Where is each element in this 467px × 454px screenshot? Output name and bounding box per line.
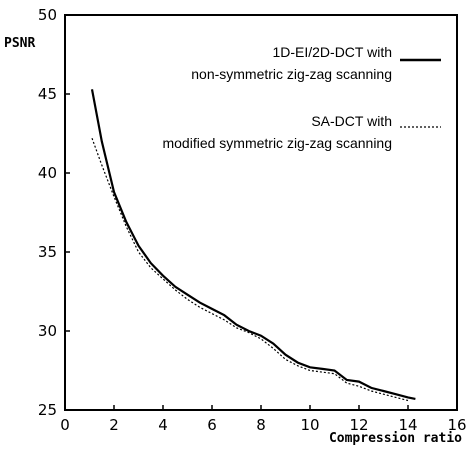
legend-label: SA-DCT with [311,113,392,129]
legend-label: non-symmetric zig-zag scanning [191,66,392,82]
legend-label: 1D-EI/2D-DCT with [272,44,392,60]
y-tick-label: 35 [38,243,57,261]
x-tick-label: 2 [109,416,119,434]
series-lines [90,89,416,402]
x-tick-label: 0 [60,416,70,434]
y-tick-label: 30 [38,322,57,340]
axis-ticks: 0 2 4 6 8 10 12 14 16 25 30 35 40 45 50 [38,6,467,434]
legend: 1D-EI/2D-DCT with non-symmetric zig-zag s… [162,44,441,151]
series-line-sa-dct [91,137,409,402]
legend-label: modified symmetric zig-zag scanning [162,135,392,151]
series-line-1d-ei [90,89,416,400]
x-axis-label: Compression ratio [329,431,462,446]
x-tick-label: 4 [158,416,168,434]
x-tick-label: 8 [256,416,266,434]
x-tick-label: 12 [349,416,368,434]
y-axis-label: PSNR [4,36,35,51]
x-tick-label: 10 [300,416,319,434]
y-tick-label: 40 [38,164,57,182]
y-tick-label: 45 [38,85,57,103]
x-tick-label: 14 [398,416,417,434]
x-tick-label: 6 [207,416,217,434]
y-tick-label: 50 [38,6,57,24]
x-tick-label: 16 [447,416,466,434]
y-tick-label: 25 [38,401,57,419]
